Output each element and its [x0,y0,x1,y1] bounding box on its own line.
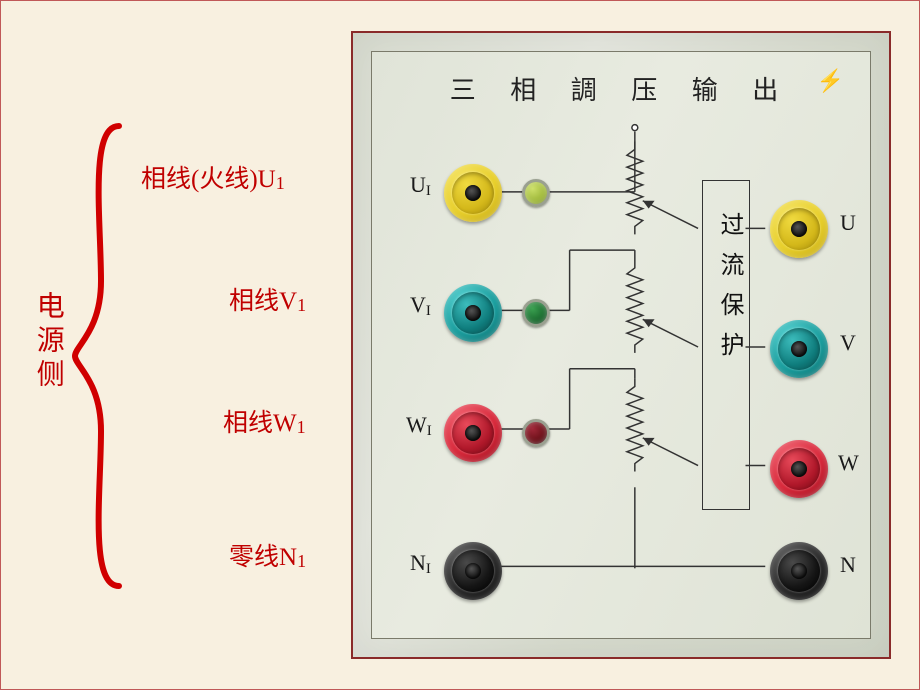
row-label-sub: 1 [276,173,285,193]
indicator-lamp-w [522,419,550,447]
slide-page: 电源侧 相线(火线)U1 相线V1 相线W1 零线N1 三 相 調 压 输 出 … [0,0,920,690]
tl-main: W [406,412,427,437]
terminal-v1[interactable] [444,284,502,342]
row-label-v1: 相线V1 [229,281,306,317]
terminal-label-u1: UI [410,172,431,200]
tl-main: U [410,172,426,197]
tl-sub: I [426,303,431,319]
regulator-panel: 三 相 調 压 输 出 ⚡ [351,31,891,659]
row-label-text: 相线(火线)U [141,166,276,193]
terminal-hole [465,185,481,201]
tl-sub: I [426,183,431,199]
terminal-label-u: U [840,210,856,236]
terminal-hole [465,305,481,321]
panel-title: 三 相 調 压 输 出 [372,70,870,107]
terminal-u[interactable] [770,200,828,258]
indicator-lamp-v [522,299,550,327]
row-label-n1: 零线N1 [229,537,306,573]
row-label-text: 零线N [229,544,297,571]
terminal-hole [465,563,481,579]
terminal-v[interactable] [770,320,828,378]
terminal-n1[interactable] [444,542,502,600]
terminal-label-v1: VI [410,292,431,320]
row-label-sub: 1 [297,551,306,571]
hazard-icon: ⚡ [817,68,844,94]
row-label-sub: 1 [297,417,306,437]
terminal-label-w1: WI [406,412,432,440]
tl-main: V [410,292,426,317]
brace-icon [69,121,129,591]
tl-main: N [410,550,426,575]
terminal-hole [465,425,481,441]
row-label-text: 相线W [223,410,297,437]
row-label-text: 相线V [229,288,297,315]
indicator-lamp-u [522,179,550,207]
row-label-w1: 相线W1 [223,403,306,439]
terminal-label-v: V [840,330,856,356]
terminal-n[interactable] [770,542,828,600]
terminal-hole [791,461,807,477]
overcurrent-protection-label: 过流保护 [712,212,747,372]
terminal-w1[interactable] [444,404,502,462]
row-label-u1: 相线(火线)U1 [141,159,285,195]
terminal-label-w: W [838,450,859,476]
tl-sub: I [427,423,432,439]
terminal-label-n: N [840,552,856,578]
terminal-hole [791,563,807,579]
panel-inner: 三 相 調 压 输 出 ⚡ [371,51,871,639]
terminal-hole [791,221,807,237]
power-side-label: 电源侧 [29,291,67,393]
row-label-sub: 1 [297,295,306,315]
tl-sub: I [426,561,431,577]
terminal-w[interactable] [770,440,828,498]
terminal-hole [791,341,807,357]
terminal-label-n1: NI [410,550,431,578]
terminal-u1[interactable] [444,164,502,222]
